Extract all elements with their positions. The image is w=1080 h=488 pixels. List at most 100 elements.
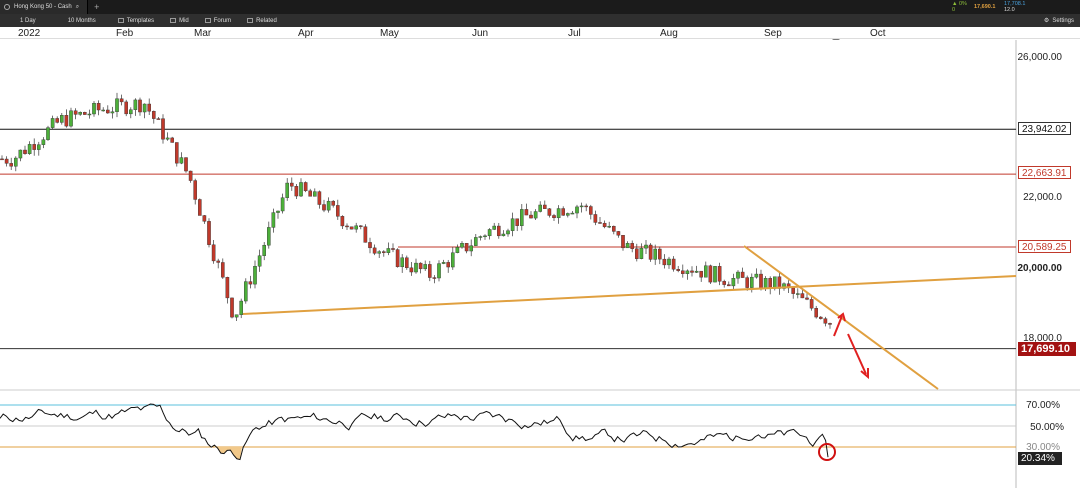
candle-body bbox=[418, 262, 423, 270]
candle-body bbox=[243, 281, 248, 302]
range-button[interactable]: 10 Months bbox=[44, 14, 104, 27]
candle-body bbox=[575, 206, 579, 214]
month-label: Jul bbox=[568, 28, 581, 39]
candle-body bbox=[294, 186, 299, 197]
candle-body bbox=[455, 247, 460, 253]
chart-toolbar: 1 Day 10 Months Templates Mid Forum Rela… bbox=[0, 14, 1080, 27]
candle-body bbox=[805, 297, 809, 300]
candle-body bbox=[423, 264, 428, 270]
month-label: Mar bbox=[194, 28, 212, 39]
plot-area bbox=[0, 40, 1016, 388]
candle-body bbox=[685, 270, 690, 274]
candle-body bbox=[110, 111, 115, 114]
change-points: 0 bbox=[952, 7, 956, 13]
change-percent: ▲ 0% bbox=[952, 1, 967, 7]
candle-body bbox=[635, 248, 639, 259]
candle-body bbox=[179, 157, 184, 164]
candle-body bbox=[133, 99, 138, 110]
rsi-tick: 50.00% bbox=[1030, 422, 1064, 433]
candle-body bbox=[681, 270, 685, 274]
level-label-red[interactable]: 22,663.91 bbox=[1018, 166, 1071, 179]
candle-body bbox=[271, 212, 276, 228]
interval-button[interactable]: 1 Day bbox=[0, 14, 44, 27]
candle-body bbox=[193, 180, 198, 200]
candle-body bbox=[23, 149, 27, 154]
candle-body bbox=[151, 111, 156, 119]
candle-body bbox=[18, 149, 23, 159]
sell-price[interactable]: 17,690.1 bbox=[974, 0, 995, 14]
candle-body bbox=[4, 158, 9, 164]
change-readout: ▲ 0% 0 bbox=[952, 0, 967, 14]
candle-body bbox=[400, 257, 405, 268]
settings-button[interactable]: ⚙ Settings bbox=[1044, 14, 1074, 27]
candle-body bbox=[359, 225, 363, 227]
watermark: Emi Hazad bbox=[492, 470, 575, 487]
candle-body bbox=[211, 244, 216, 262]
candle-body bbox=[731, 278, 736, 287]
support-trendline bbox=[242, 275, 1017, 315]
rsi-value-badge: 20.34% bbox=[1018, 452, 1062, 465]
candle-body bbox=[828, 323, 832, 325]
level-label-red[interactable]: 20,589.25 bbox=[1018, 240, 1071, 253]
candle-body bbox=[313, 191, 317, 197]
candle-body bbox=[538, 204, 542, 212]
candle-body bbox=[101, 109, 105, 112]
candle-body bbox=[386, 248, 391, 253]
candle-body bbox=[41, 139, 46, 145]
mid-button[interactable]: Mid bbox=[162, 14, 197, 27]
candle-body bbox=[174, 142, 179, 164]
candle-body bbox=[9, 163, 14, 167]
candle-body bbox=[570, 212, 575, 215]
candle-body bbox=[13, 157, 18, 167]
candle-body bbox=[524, 209, 529, 216]
interval-label: 1 Day bbox=[20, 17, 36, 24]
level-label-black[interactable]: 23,942.02 bbox=[1018, 122, 1071, 135]
candle-body bbox=[92, 102, 96, 115]
candle-body bbox=[763, 278, 768, 289]
mid-icon bbox=[170, 18, 177, 23]
candle-body bbox=[667, 258, 671, 266]
candle-body bbox=[451, 252, 455, 268]
candle-body bbox=[377, 251, 382, 254]
candle-body bbox=[165, 137, 170, 140]
candle-body bbox=[699, 270, 703, 278]
candle-body bbox=[561, 208, 565, 216]
settings-label: Settings bbox=[1052, 17, 1074, 24]
buy-price[interactable]: 17,708.1 12.0 bbox=[1004, 0, 1025, 14]
candle-body bbox=[639, 247, 644, 259]
forum-button[interactable]: Forum bbox=[197, 14, 239, 27]
candle-body bbox=[745, 277, 749, 288]
candle-body bbox=[520, 209, 524, 226]
candle-body bbox=[768, 278, 772, 289]
candle-body bbox=[280, 197, 285, 212]
search-icon[interactable]: ⌕ bbox=[75, 3, 80, 10]
candle-body bbox=[322, 204, 326, 211]
candle-body bbox=[276, 210, 280, 213]
candle-body bbox=[69, 110, 73, 127]
candle-body bbox=[469, 245, 474, 252]
candle-body bbox=[501, 233, 506, 237]
candle-body bbox=[317, 191, 322, 205]
candle-body bbox=[717, 266, 722, 282]
instrument-tab[interactable]: Hong Kong 50 - Cash ⌕ bbox=[0, 0, 89, 14]
candle-body bbox=[533, 211, 538, 219]
templates-button[interactable]: Templates bbox=[104, 14, 162, 27]
candle-body bbox=[197, 199, 202, 216]
candle-body bbox=[27, 144, 32, 154]
candle-body bbox=[115, 98, 119, 112]
candle-body bbox=[658, 248, 662, 260]
candle-body bbox=[506, 230, 510, 235]
candle-body bbox=[409, 267, 414, 273]
candle-body bbox=[543, 204, 547, 209]
mid-label: Mid bbox=[179, 17, 189, 24]
candle-body bbox=[161, 118, 165, 140]
candle-body bbox=[556, 208, 561, 219]
candle-body bbox=[487, 229, 492, 237]
related-button[interactable]: Related bbox=[239, 14, 285, 27]
candle-body bbox=[414, 262, 418, 273]
add-tab-icon[interactable]: + bbox=[94, 2, 100, 12]
candle-body bbox=[156, 118, 161, 120]
range-label: 10 Months bbox=[67, 17, 96, 24]
